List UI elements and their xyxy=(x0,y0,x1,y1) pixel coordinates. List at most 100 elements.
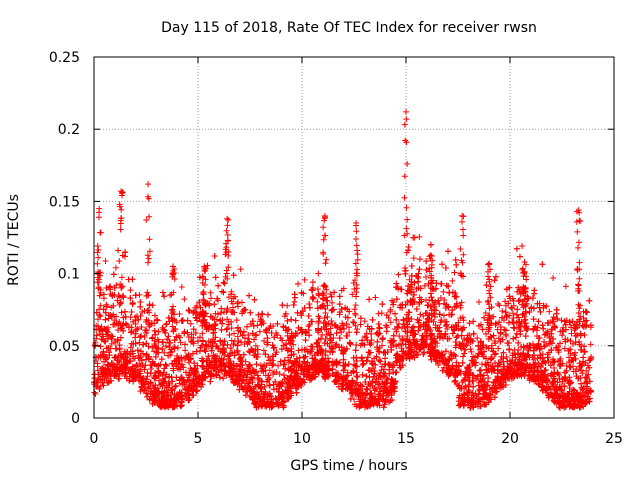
roti-point xyxy=(178,283,185,290)
roti-point xyxy=(127,287,134,294)
roti-point xyxy=(366,296,373,303)
roti-point xyxy=(327,290,334,297)
roti-point xyxy=(395,320,402,327)
roti-point xyxy=(234,333,241,340)
roti-point xyxy=(112,264,119,271)
roti-point xyxy=(97,343,104,350)
roti-point xyxy=(199,337,206,344)
roti-point xyxy=(336,335,343,342)
roti-point xyxy=(509,305,516,312)
roti-point xyxy=(91,389,98,396)
roti-point xyxy=(315,270,322,277)
roti-point xyxy=(266,367,273,374)
roti-point xyxy=(363,330,370,337)
roti-point xyxy=(154,317,161,324)
roti-point xyxy=(562,283,569,290)
roti-point xyxy=(158,356,165,363)
roti-point xyxy=(270,323,277,330)
roti-point xyxy=(314,298,321,305)
roti-point xyxy=(142,356,149,363)
roti-point xyxy=(202,348,209,355)
roti-point xyxy=(559,332,566,339)
roti-point xyxy=(284,302,291,309)
roti-point xyxy=(229,309,236,316)
roti-point xyxy=(290,341,297,348)
roti-point xyxy=(185,307,192,314)
roti-point xyxy=(280,361,287,368)
roti-point xyxy=(301,276,308,283)
roti-point xyxy=(579,361,586,368)
roti-point xyxy=(449,277,456,284)
roti-point xyxy=(499,307,506,314)
roti-point xyxy=(519,242,526,249)
roti-point xyxy=(435,361,442,368)
roti-point xyxy=(580,315,587,322)
roti-point xyxy=(550,275,557,282)
roti-point xyxy=(116,341,123,348)
roti-point xyxy=(426,268,433,275)
roti-point xyxy=(268,393,275,400)
roti-point xyxy=(150,348,157,355)
roti-point xyxy=(437,295,444,302)
roti-point xyxy=(533,327,540,334)
roti-point xyxy=(359,383,366,390)
roti-point xyxy=(228,337,235,344)
roti-point xyxy=(502,298,509,305)
roti-point xyxy=(246,292,253,299)
roti-point xyxy=(503,332,510,339)
roti-point xyxy=(376,357,383,364)
roti-point xyxy=(327,325,334,332)
roti-point xyxy=(110,271,117,278)
roti-point xyxy=(581,332,588,339)
roti-point xyxy=(503,354,510,361)
roti-point xyxy=(174,344,181,351)
roti-point xyxy=(220,289,227,296)
roti-point xyxy=(264,335,271,342)
roti-point xyxy=(494,326,501,333)
roti-point xyxy=(570,386,577,393)
roti-point xyxy=(540,325,547,332)
roti-point xyxy=(266,325,273,332)
roti-point xyxy=(194,387,201,394)
roti-point xyxy=(537,308,544,315)
roti-point xyxy=(92,391,99,398)
roti-point xyxy=(427,290,434,297)
roti-point xyxy=(151,374,158,381)
roti-point xyxy=(182,347,189,354)
roti-point xyxy=(187,320,194,327)
roti-point xyxy=(161,349,168,356)
roti-point xyxy=(561,345,568,352)
roti-point xyxy=(587,341,594,348)
roti-point xyxy=(220,279,227,286)
roti-point xyxy=(127,344,134,351)
roti-point xyxy=(115,358,122,365)
roti-point xyxy=(440,288,447,295)
roti-point xyxy=(416,233,423,240)
roti-point xyxy=(338,287,345,294)
roti-point xyxy=(282,365,289,372)
roti-point xyxy=(181,356,188,363)
roti-point xyxy=(111,317,118,324)
roti-point xyxy=(234,347,241,354)
roti-point xyxy=(165,333,172,340)
roti-point xyxy=(476,367,483,374)
roti-point xyxy=(207,289,214,296)
roti-point xyxy=(103,284,110,291)
roti-point xyxy=(427,327,434,334)
roti-point xyxy=(291,298,298,305)
roti-point xyxy=(102,258,109,265)
roti-point xyxy=(149,344,156,351)
chart-title: Day 115 of 2018, Rate Of TEC Index for r… xyxy=(161,20,537,36)
roti-point xyxy=(443,321,450,328)
roti-point xyxy=(410,234,417,241)
roti-point xyxy=(377,358,384,365)
roti-point xyxy=(461,350,468,357)
roti-point xyxy=(398,345,405,352)
roti-point xyxy=(226,331,233,338)
roti-point xyxy=(357,315,364,322)
roti-point xyxy=(314,286,321,293)
roti-point xyxy=(151,327,158,334)
roti-point xyxy=(279,302,286,309)
roti-point xyxy=(375,320,382,327)
roti-point xyxy=(379,301,386,308)
